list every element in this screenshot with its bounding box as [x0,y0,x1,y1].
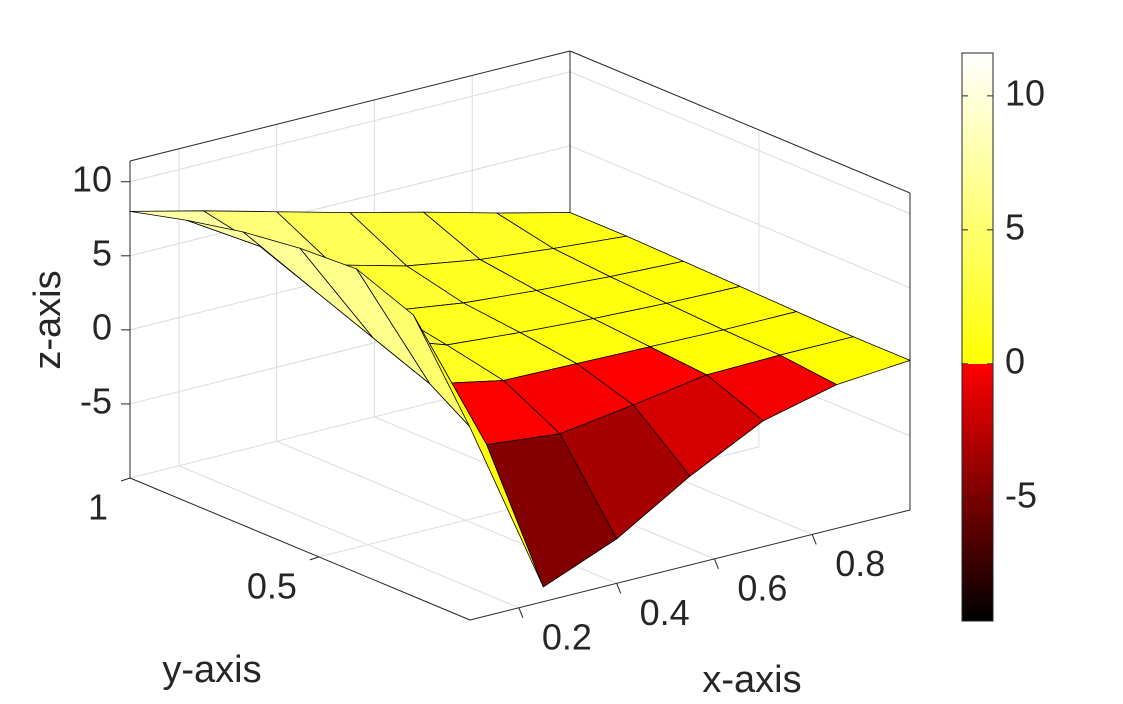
axis-labels: 0.2 0.4 0.6 0.8 0.5 1 -5 0 5 10 [72,158,885,657]
colorbar-tick-label: 10 [1005,72,1045,113]
x-tick [811,534,817,545]
x-tick [616,583,622,594]
colorbar-tick-label: 0 [1005,340,1025,381]
grid-line [129,71,571,183]
grid-line [569,71,911,215]
z-axis-label: z-axis [27,270,69,369]
colorbar: -5 0 5 10 [961,52,1045,622]
axis-line [129,50,571,162]
grid-line [569,145,911,289]
grid-line [178,465,520,609]
x-tick-label: 0.2 [542,616,592,657]
x-tick-label: 0.4 [640,592,690,633]
z-tick-label: 5 [92,232,112,273]
x-tick [518,607,524,618]
y-tick [120,477,131,482]
axis-line [129,477,471,621]
axis-line [569,50,911,194]
y-tick-label: 0.5 [247,565,297,606]
x-tick [713,558,719,570]
grid-line [129,145,571,257]
x-tick-label: 0.6 [737,567,787,608]
z-tick-label: -5 [80,380,112,421]
colorbar-tick-label: -5 [1005,474,1037,515]
y-tick-label: 1 [88,487,108,528]
x-tick-label: 0.8 [835,543,885,584]
surface-patch [412,314,544,588]
z-tick-label: 0 [92,306,112,347]
axis-line [469,509,911,621]
x-axis-label: x-axis [702,659,801,701]
y-axis-label: y-axis [162,649,261,691]
surface [129,210,911,588]
z-tick-label: 10 [72,158,112,199]
colorbar-tick-label: 5 [1005,206,1025,247]
colorbar-gradient [961,52,994,622]
y-tick [309,556,320,561]
